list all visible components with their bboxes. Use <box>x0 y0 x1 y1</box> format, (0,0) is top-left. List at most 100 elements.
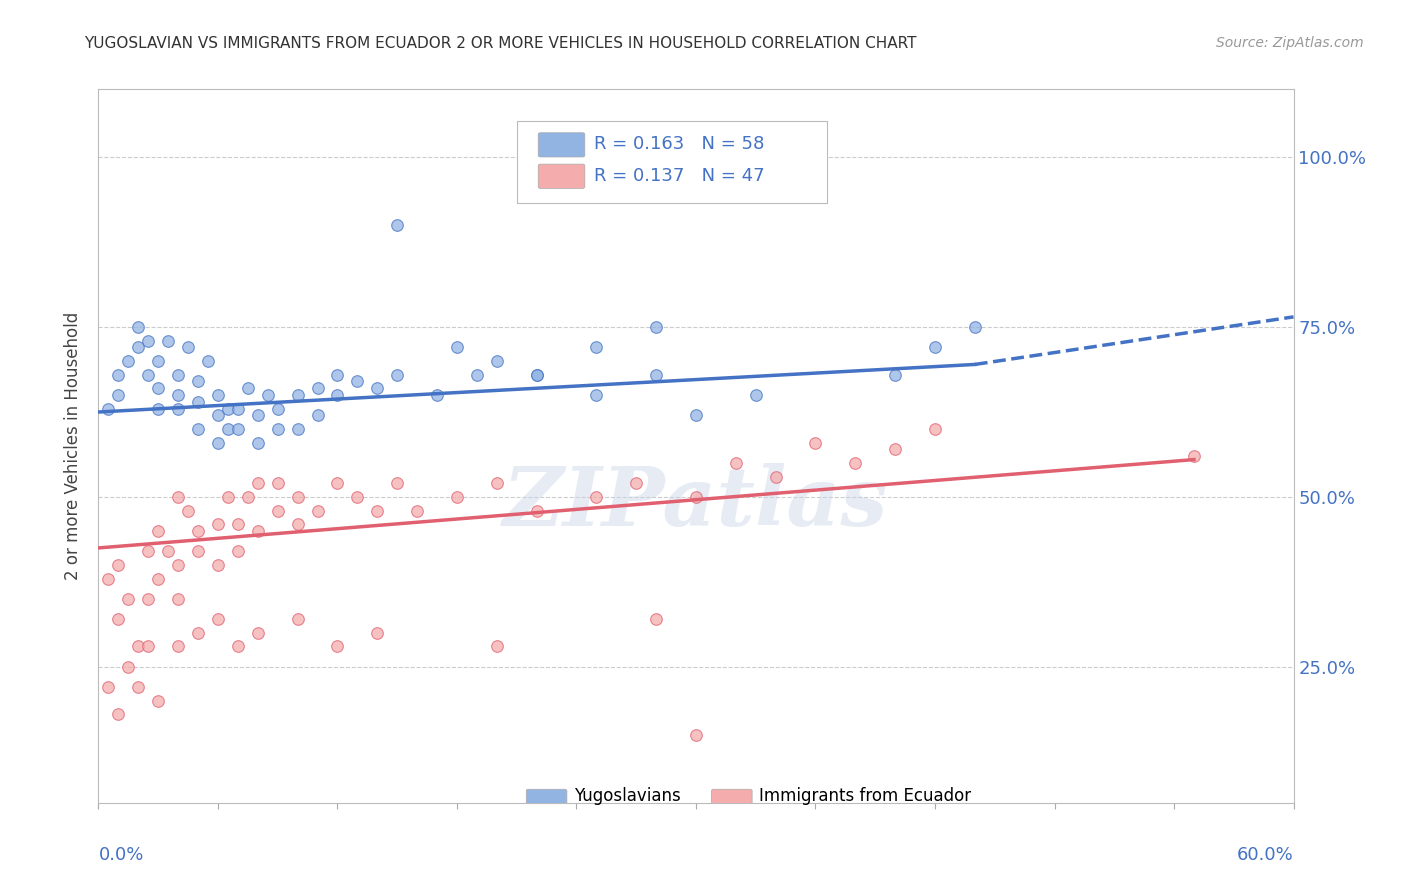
Text: R = 0.163   N = 58: R = 0.163 N = 58 <box>595 136 765 153</box>
Point <box>226 544 249 558</box>
Text: ZIPatlas: ZIPatlas <box>503 463 889 543</box>
Point <box>924 341 946 355</box>
Point <box>167 640 190 654</box>
Point <box>207 435 229 450</box>
Point <box>246 409 269 423</box>
Point <box>366 503 388 517</box>
Point <box>136 334 159 348</box>
Point <box>366 626 388 640</box>
Point <box>136 591 159 606</box>
Point <box>187 422 209 436</box>
Point <box>446 490 468 504</box>
Point <box>167 558 190 572</box>
Point <box>167 368 190 382</box>
Point <box>346 375 368 389</box>
Point <box>107 707 129 722</box>
Point <box>465 368 488 382</box>
Point <box>107 558 129 572</box>
FancyBboxPatch shape <box>711 789 752 808</box>
Point <box>217 490 239 504</box>
Point <box>97 680 120 694</box>
Point <box>127 680 149 694</box>
Point <box>187 544 209 558</box>
Point <box>267 401 290 416</box>
Point <box>426 388 449 402</box>
Point <box>148 381 170 395</box>
Point <box>226 640 249 654</box>
Point <box>148 401 170 416</box>
Point <box>107 388 129 402</box>
Point <box>117 591 139 606</box>
Point <box>217 401 239 416</box>
Point <box>526 368 548 382</box>
Point <box>167 388 190 402</box>
Point <box>685 409 707 423</box>
Point <box>804 435 827 450</box>
Point <box>765 469 787 483</box>
Point <box>485 354 508 368</box>
Point <box>256 388 278 402</box>
Point <box>167 591 190 606</box>
Point <box>136 368 159 382</box>
Point <box>97 401 120 416</box>
Point <box>236 490 259 504</box>
Point <box>117 354 139 368</box>
Point <box>267 503 290 517</box>
Point <box>287 422 309 436</box>
Point <box>485 640 508 654</box>
FancyBboxPatch shape <box>538 164 585 188</box>
Point <box>626 476 648 491</box>
Point <box>287 517 309 532</box>
Point <box>207 612 229 626</box>
Point <box>157 544 180 558</box>
Point <box>645 320 668 334</box>
Point <box>226 401 249 416</box>
Point <box>187 626 209 640</box>
Point <box>148 354 170 368</box>
Point <box>326 476 349 491</box>
FancyBboxPatch shape <box>526 789 567 808</box>
Point <box>127 640 149 654</box>
FancyBboxPatch shape <box>538 133 585 157</box>
Point <box>287 388 309 402</box>
Point <box>585 490 607 504</box>
Point <box>226 422 249 436</box>
Point <box>346 490 368 504</box>
Point <box>107 612 129 626</box>
Point <box>963 320 986 334</box>
Text: Source: ZipAtlas.com: Source: ZipAtlas.com <box>1216 36 1364 50</box>
Point <box>366 381 388 395</box>
Point <box>246 626 269 640</box>
Text: 0.0%: 0.0% <box>98 846 143 863</box>
Point <box>924 422 946 436</box>
Point <box>187 375 209 389</box>
Y-axis label: 2 or more Vehicles in Household: 2 or more Vehicles in Household <box>65 312 83 580</box>
Point <box>127 341 149 355</box>
Point <box>485 476 508 491</box>
Point <box>246 524 269 538</box>
Point <box>585 388 607 402</box>
Point <box>187 524 209 538</box>
Point <box>645 612 668 626</box>
Point <box>446 341 468 355</box>
Point <box>207 517 229 532</box>
Point <box>645 368 668 382</box>
Point <box>167 490 190 504</box>
Point <box>1182 449 1205 463</box>
Point <box>406 503 429 517</box>
Point <box>217 422 239 436</box>
Point <box>307 381 329 395</box>
FancyBboxPatch shape <box>517 121 827 203</box>
Point <box>246 435 269 450</box>
Point <box>585 341 607 355</box>
Text: Immigrants from Ecuador: Immigrants from Ecuador <box>759 787 972 805</box>
Point <box>177 341 200 355</box>
Point <box>385 218 409 232</box>
Text: Yugoslavians: Yugoslavians <box>574 787 681 805</box>
Point <box>157 334 180 348</box>
Point <box>526 368 548 382</box>
Point <box>236 381 259 395</box>
Point <box>287 490 309 504</box>
Point <box>724 456 747 470</box>
Point <box>267 476 290 491</box>
